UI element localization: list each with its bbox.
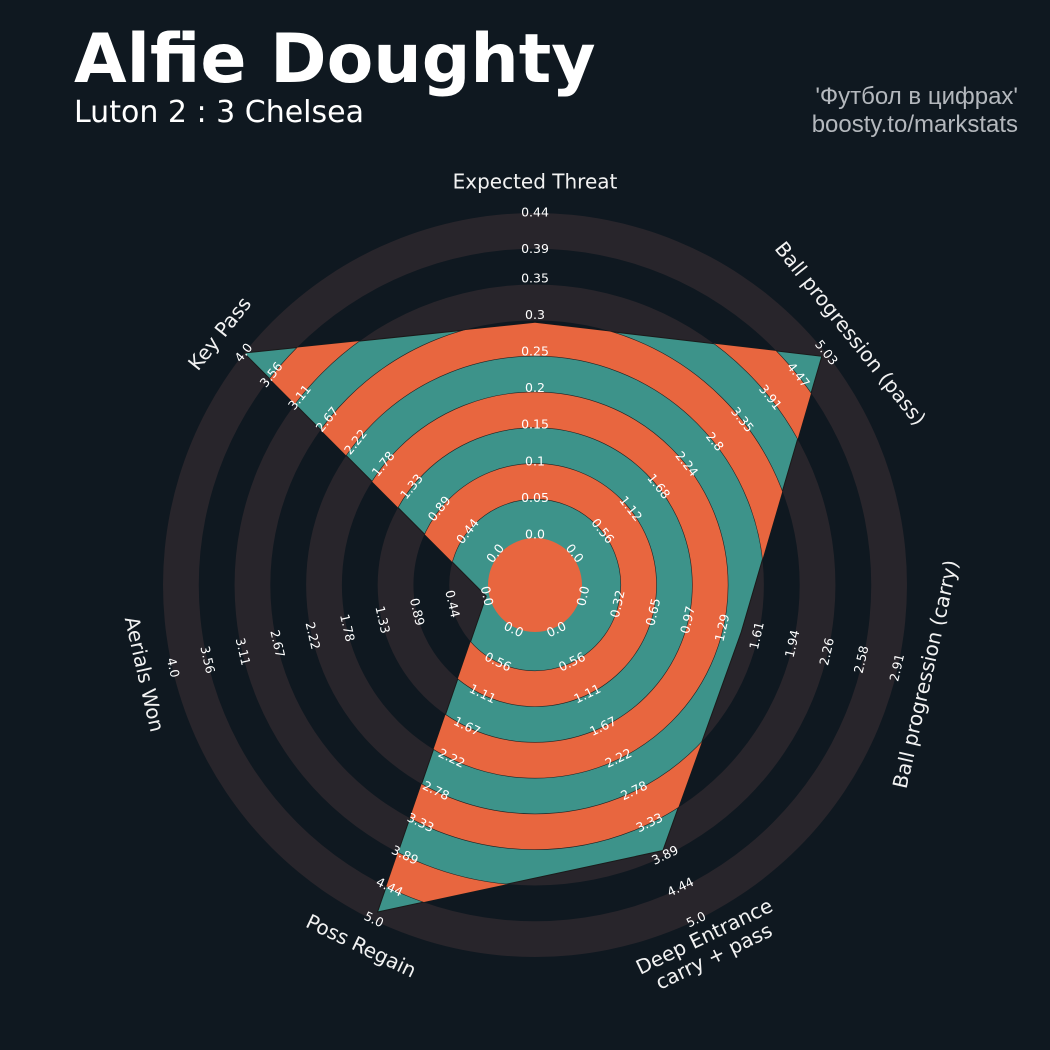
tick-label: 0.32 [607, 589, 628, 619]
tick-label: 2.26 [816, 636, 837, 667]
tick-label: 1.29 [712, 612, 733, 643]
tick-label: 2.58 [851, 644, 872, 675]
tick-label: 0.1 [525, 453, 545, 468]
tick-label: 3.11 [233, 636, 254, 666]
radar-ring [413, 463, 657, 707]
tick-label: 1.78 [337, 613, 358, 644]
radar-ring [341, 391, 729, 779]
tick-label: 0.44 [442, 589, 463, 620]
tick-label: 0.25 [521, 344, 549, 359]
tick-label: 1.61 [746, 620, 767, 650]
credit: boosty.to/markstats [812, 111, 1018, 138]
tick-label: 0.0 [573, 585, 592, 608]
tick-label: 0.3 [525, 307, 545, 322]
tick-label: 0.65 [642, 597, 663, 627]
subtitle: Luton 2 : 3 Chelsea [74, 95, 364, 130]
tick-label: 0.35 [521, 270, 549, 285]
tick-label: 0.0 [478, 585, 497, 608]
tick-label: 0.2 [525, 380, 545, 395]
tick-label: 0.0 [525, 527, 545, 542]
axis-label: Expected Threat [453, 170, 618, 194]
tick-label: 1.33 [372, 604, 393, 634]
center-circle [488, 538, 582, 632]
tick-label: 2.91 [886, 652, 907, 682]
tick-label: 2.67 [267, 628, 288, 658]
tick-label: 1.94 [782, 628, 803, 659]
tick-label: 0.89 [407, 597, 428, 628]
tick-label: 0.97 [677, 605, 698, 635]
tick-label: 0.44 [521, 205, 549, 220]
tick-label: 0.39 [521, 241, 549, 256]
tick-label: 0.15 [521, 417, 549, 432]
tick-label: 2.22 [303, 620, 324, 650]
tick-label: 3.56 [197, 644, 218, 675]
title: Alfie Doughty [74, 20, 596, 99]
tick-label: 0.05 [521, 490, 549, 505]
credit: 'Футбол в цифрах' [815, 83, 1018, 110]
tick-label: 4.0 [164, 656, 183, 679]
